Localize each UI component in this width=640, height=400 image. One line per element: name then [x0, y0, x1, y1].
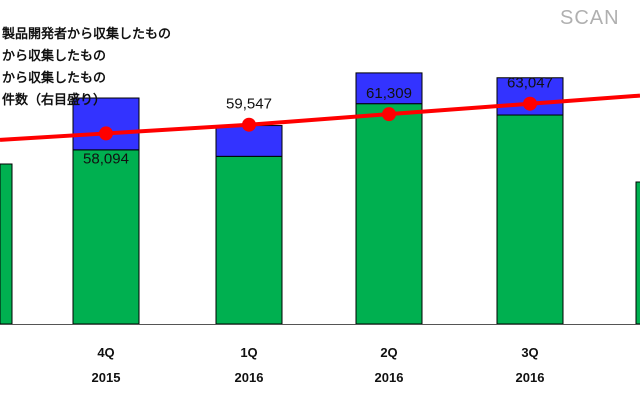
bar-series-a-2 [215, 155, 283, 325]
line-point-3 [382, 107, 396, 122]
legend-item-2: から収集したもの [2, 48, 106, 64]
bar-partial-2 [635, 181, 640, 325]
tick-label-year-3: 2016 [375, 370, 404, 385]
line-label-1: 58,094 [83, 150, 129, 167]
legend-item-1: 製品開発者から収集したもの [1, 26, 171, 42]
bar-series-a-1 [72, 149, 140, 325]
bar-series-b-3 [355, 72, 423, 105]
line-label-3: 61,309 [366, 85, 412, 102]
watermark: SCAN [560, 7, 620, 29]
tick-label-year-2: 2016 [235, 370, 264, 385]
labels-layer: 58,094 59,547 61,309 63,047 4Q 2015 1Q 2016 2Q 20… [83, 75, 553, 385]
bar-partial-1 [0, 163, 13, 325]
legend-item-4: 件数（右目盛り） [2, 92, 106, 108]
legend: 製品開発者から収集したもの から収集したもの から収集したもの 件数（右目盛り） [1, 26, 171, 108]
tick-label-year-4: 2016 [516, 370, 545, 385]
tick-label-quarter-2: 1Q [240, 345, 257, 360]
tick-label-quarter-4: 3Q [521, 345, 538, 360]
line-series [0, 93, 640, 142]
line-label-2: 59,547 [226, 96, 272, 113]
tick-label-year-1: 2015 [92, 370, 121, 385]
bar-series-b-1 [72, 97, 140, 151]
legend-item-3: から収集したもの [2, 70, 106, 86]
line-layer [0, 93, 640, 142]
bar-series-a-3 [355, 103, 423, 325]
line-point-4 [523, 96, 537, 111]
bar-series-a-4 [496, 114, 564, 325]
tick-label-quarter-3: 2Q [380, 345, 397, 360]
line-point-1 [99, 126, 113, 141]
line-label-4: 63,047 [507, 75, 553, 92]
bars-layer [0, 72, 640, 325]
tick-label-quarter-1: 4Q [97, 345, 114, 360]
line-point-2 [242, 117, 256, 132]
